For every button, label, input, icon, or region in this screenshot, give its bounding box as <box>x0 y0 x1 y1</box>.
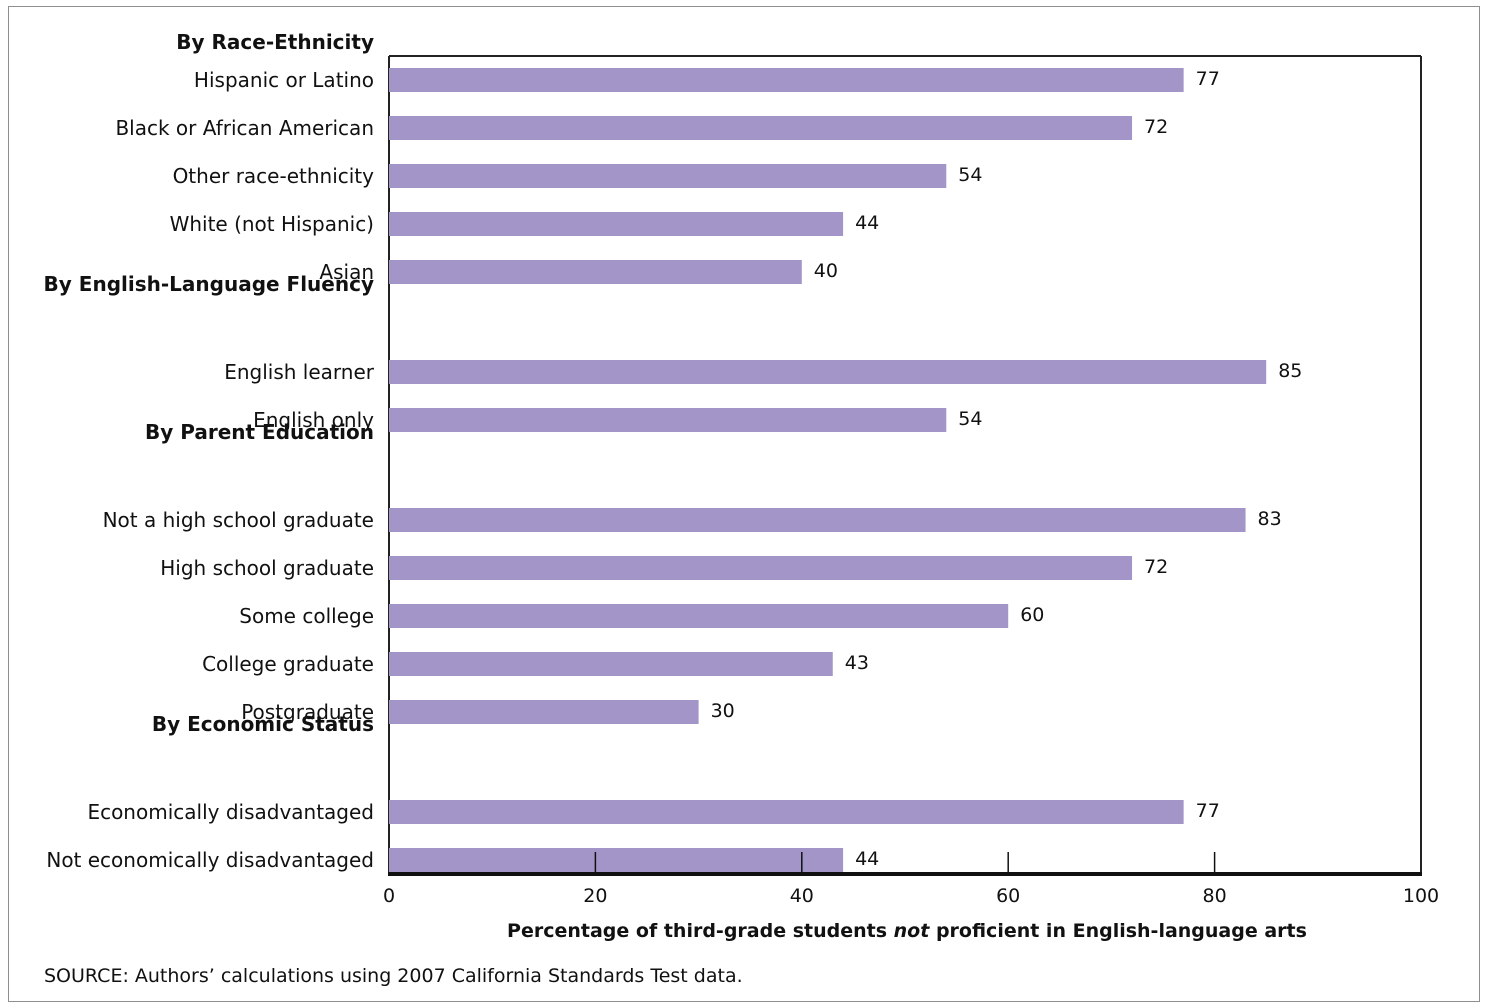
bar <box>389 848 844 872</box>
data-label: 54 <box>958 164 982 186</box>
data-label: 72 <box>1144 556 1168 578</box>
x-tick-label: 40 <box>790 885 814 907</box>
group-title: By Race-Ethnicity <box>176 30 374 54</box>
value-labels: 77 72 54 44 40 85 54 83 72 60 43 30 77 44 <box>711 68 1303 870</box>
category-label: English only <box>253 408 374 432</box>
source-note: SOURCE: Authors’ calculations using 2007… <box>44 965 743 987</box>
group-title: By Parent Education <box>145 420 374 444</box>
data-label: 44 <box>855 848 879 870</box>
bar <box>389 700 699 724</box>
data-label: 43 <box>845 652 869 674</box>
data-label: 54 <box>958 408 982 430</box>
category-label: High school graduate <box>160 556 374 580</box>
category-label: Black or African American <box>115 116 374 140</box>
bar <box>389 604 1009 628</box>
bar <box>389 68 1184 92</box>
bars <box>389 68 1267 872</box>
category-labels: By Race-Ethnicity Hispanic or Latino Black… <box>44 30 375 872</box>
data-label: 40 <box>814 260 838 282</box>
category-label: Postgraduate <box>241 700 374 724</box>
x-axis: 0 20 40 60 80 100 <box>383 852 1439 907</box>
bar <box>389 408 947 432</box>
x-tick-label: 60 <box>996 885 1020 907</box>
data-label: 77 <box>1196 68 1220 90</box>
category-label: Not economically disadvantaged <box>46 848 374 872</box>
category-label: Asian <box>319 260 374 284</box>
category-label: Economically disadvantaged <box>87 800 374 824</box>
data-label: 60 <box>1020 604 1044 626</box>
bar <box>389 164 947 188</box>
x-tick-label: 100 <box>1403 885 1439 907</box>
bar <box>389 360 1267 384</box>
category-label: College graduate <box>202 652 374 676</box>
data-label: 83 <box>1258 508 1282 530</box>
bar <box>389 260 802 284</box>
data-label: 30 <box>711 700 735 722</box>
bar <box>389 508 1246 532</box>
plot-area <box>388 55 1422 874</box>
category-label: Some college <box>239 604 374 628</box>
data-label: 72 <box>1144 116 1168 138</box>
x-tick-label: 0 <box>383 885 395 907</box>
category-label: Other race-ethnicity <box>173 164 375 188</box>
bar <box>389 212 844 236</box>
data-label: 44 <box>855 212 879 234</box>
x-tick-label: 80 <box>1203 885 1227 907</box>
group-title: By Economic Status <box>152 712 374 736</box>
x-axis-title: Percentage of third-grade students not p… <box>507 920 1307 942</box>
category-label: Not a high school graduate <box>103 508 374 532</box>
data-label: 85 <box>1278 360 1302 382</box>
x-tick-label: 20 <box>583 885 607 907</box>
bar <box>389 652 833 676</box>
category-label: English learner <box>224 360 375 384</box>
bar <box>389 800 1184 824</box>
category-label: Hispanic or Latino <box>194 68 374 92</box>
bar <box>389 556 1133 580</box>
bar <box>389 116 1133 140</box>
data-label: 77 <box>1196 800 1220 822</box>
category-label: White (not Hispanic) <box>170 212 374 236</box>
group-title: By English-Language Fluency <box>44 272 374 296</box>
